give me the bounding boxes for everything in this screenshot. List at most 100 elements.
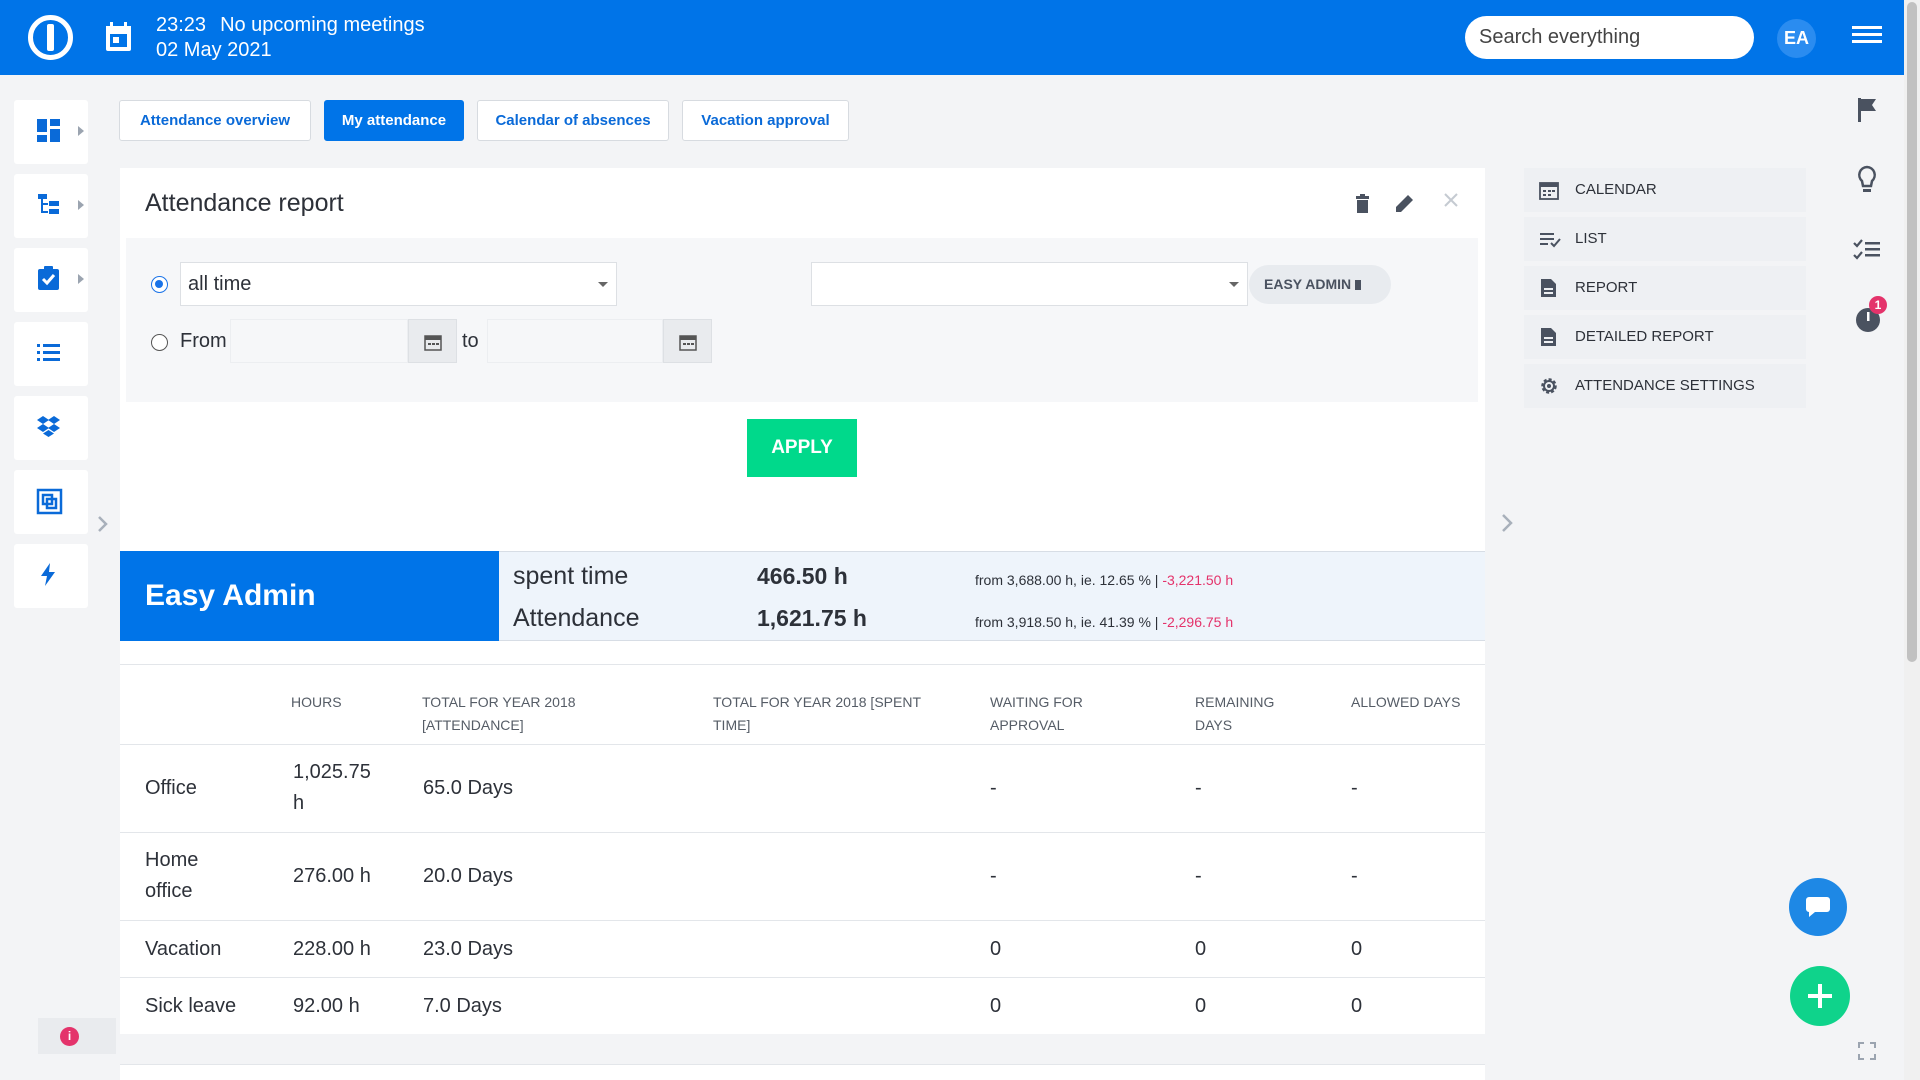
row-attendance: 65.0 Days (423, 777, 514, 799)
info-icon: i (60, 1027, 79, 1046)
summary-user-name: Easy Admin (145, 579, 316, 612)
timer-badge: 1 (1869, 296, 1887, 314)
clipboard-check-icon (38, 266, 59, 290)
tab-attendance-overview[interactable]: Attendance overview (119, 100, 311, 141)
side-menu-report[interactable]: REPORT (1524, 266, 1806, 310)
column-header-attendance: TOTAL FOR YEAR 2018 [ATTENDANCE] (422, 694, 576, 733)
side-menu-label: CALENDAR (1575, 181, 1657, 198)
attendance-note: from 3,918.50 h, ie. 41.39 % | -2,296.75… (975, 614, 1233, 630)
divider (120, 920, 1485, 921)
column-header-waiting: WAITING FOR APPROVAL (990, 694, 1083, 733)
hamburger-menu-icon[interactable] (1852, 26, 1882, 48)
chevron-down-icon (1229, 282, 1239, 287)
tree-icon (38, 194, 59, 214)
current-date: 02 May 2021 (156, 39, 272, 61)
row-remaining: - (1195, 777, 1202, 799)
timer-icon[interactable] (1856, 303, 1882, 333)
sidebar-item-templates[interactable] (14, 470, 88, 534)
lightbulb-icon[interactable] (1856, 165, 1878, 195)
spent-time-value: 466.50 h (757, 563, 848, 589)
row-remaining: 0 (1195, 938, 1207, 960)
row-hours: 92.00 h (293, 995, 360, 1017)
pencil-icon[interactable] (1395, 194, 1414, 213)
scrollbar-thumb[interactable] (1907, 2, 1917, 662)
user-select[interactable] (811, 262, 1248, 306)
from-date-input[interactable] (230, 319, 408, 363)
attendance-value: 1,621.75 h (757, 605, 867, 631)
side-menu-label: LIST (1575, 230, 1607, 247)
side-menu-list[interactable]: LIST (1524, 217, 1806, 261)
search-input[interactable] (1465, 16, 1754, 59)
to-date-button[interactable] (663, 319, 712, 363)
to-date-input[interactable] (487, 319, 663, 363)
document-icon (1541, 328, 1556, 346)
row-type: Vacation (145, 938, 222, 960)
apply-button[interactable]: APPLY (747, 419, 857, 477)
current-time: 23:23 (156, 14, 207, 36)
add-button[interactable] (1790, 966, 1850, 1026)
attendance-note-text: from 3,918.50 h, ie. 41.39 % | (975, 614, 1163, 630)
sidebar-item-tasks[interactable] (14, 248, 88, 312)
attendance-label: Attendance (513, 604, 640, 632)
divider (120, 664, 1485, 665)
meetings-status[interactable]: No upcoming meetings (220, 14, 425, 36)
row-attendance: 7.0 Days (423, 995, 502, 1017)
side-menu-calendar[interactable]: CALENDAR (1524, 168, 1806, 212)
side-menu-attendance-settings[interactable]: ATTENDANCE SETTINGS (1524, 364, 1806, 408)
sidebar-item-dropbox[interactable] (14, 396, 88, 460)
logo[interactable] (28, 15, 73, 60)
column-header-hours: HOURS (291, 694, 342, 710)
info-bar[interactable]: i (38, 1018, 116, 1054)
sidebar-item-dashboard[interactable] (14, 100, 88, 164)
from-label: From (180, 330, 227, 352)
from-date-button[interactable] (408, 319, 457, 363)
expand-sidebar-chevron-icon[interactable] (96, 514, 110, 534)
row-hours: 276.00 h (293, 865, 371, 887)
spent-time-note-text: from 3,688.00 h, ie. 12.65 % | (975, 572, 1163, 588)
avatar[interactable]: EA (1777, 19, 1816, 58)
period-select[interactable]: all time (180, 262, 617, 306)
radio-range[interactable] (151, 334, 168, 351)
row-type: Office (145, 777, 197, 799)
summary-user-block (120, 551, 499, 641)
user-chip[interactable]: EASY ADMIN (1249, 265, 1391, 304)
dropbox-icon (37, 416, 60, 437)
sidebar-item-projects[interactable] (14, 174, 88, 238)
attendance-diff: -2,296.75 h (1162, 614, 1234, 630)
row-waiting: 0 (990, 995, 1002, 1017)
side-menu-detailed-report[interactable]: DETAILED REPORT (1524, 315, 1806, 359)
chat-button[interactable] (1789, 878, 1847, 936)
collapse-panel-chevron-icon[interactable] (1500, 512, 1514, 534)
list-icon (37, 344, 60, 361)
lightning-icon (41, 563, 55, 586)
calendar-icon[interactable] (104, 21, 133, 53)
divider (120, 832, 1485, 833)
row-allowed: - (1351, 865, 1358, 887)
sidebar-item-lists[interactable] (14, 322, 88, 386)
list-check-icon (1540, 233, 1561, 248)
row-type: Home office (145, 849, 199, 902)
top-bar: 23:23 No upcoming meetings 02 May 2021 EA (0, 0, 1904, 75)
calendar-icon (1539, 182, 1559, 200)
row-hours: 1,025.75 h (293, 761, 371, 814)
fullscreen-icon[interactable] (1858, 1042, 1876, 1060)
remove-chip-icon[interactable] (1355, 280, 1362, 290)
trash-icon[interactable] (1355, 194, 1370, 213)
clock-and-meetings: 23:23 No upcoming meetings (156, 14, 439, 37)
row-remaining: - (1195, 865, 1202, 887)
sidebar-item-actions[interactable] (14, 544, 88, 608)
tab-vacation-approval[interactable]: Vacation approval (682, 100, 849, 141)
document-icon (1541, 279, 1556, 297)
column-header-spent-time: TOTAL FOR YEAR 2018 [SPENT TIME] (713, 694, 921, 733)
column-header-remaining: REMAINING DAYS (1195, 694, 1275, 733)
spent-time-diff: -3,221.50 h (1162, 572, 1234, 588)
close-icon[interactable] (1443, 192, 1459, 208)
layers-icon (36, 488, 63, 515)
checklist-icon[interactable] (1853, 238, 1881, 262)
tab-calendar-of-absences[interactable]: Calendar of absences (477, 100, 669, 141)
tab-my-attendance[interactable]: My attendance (324, 100, 464, 141)
radio-period[interactable] (151, 276, 168, 293)
row-attendance: 20.0 Days (423, 865, 514, 887)
row-waiting: 0 (990, 938, 1002, 960)
flag-icon[interactable] (1856, 97, 1878, 123)
